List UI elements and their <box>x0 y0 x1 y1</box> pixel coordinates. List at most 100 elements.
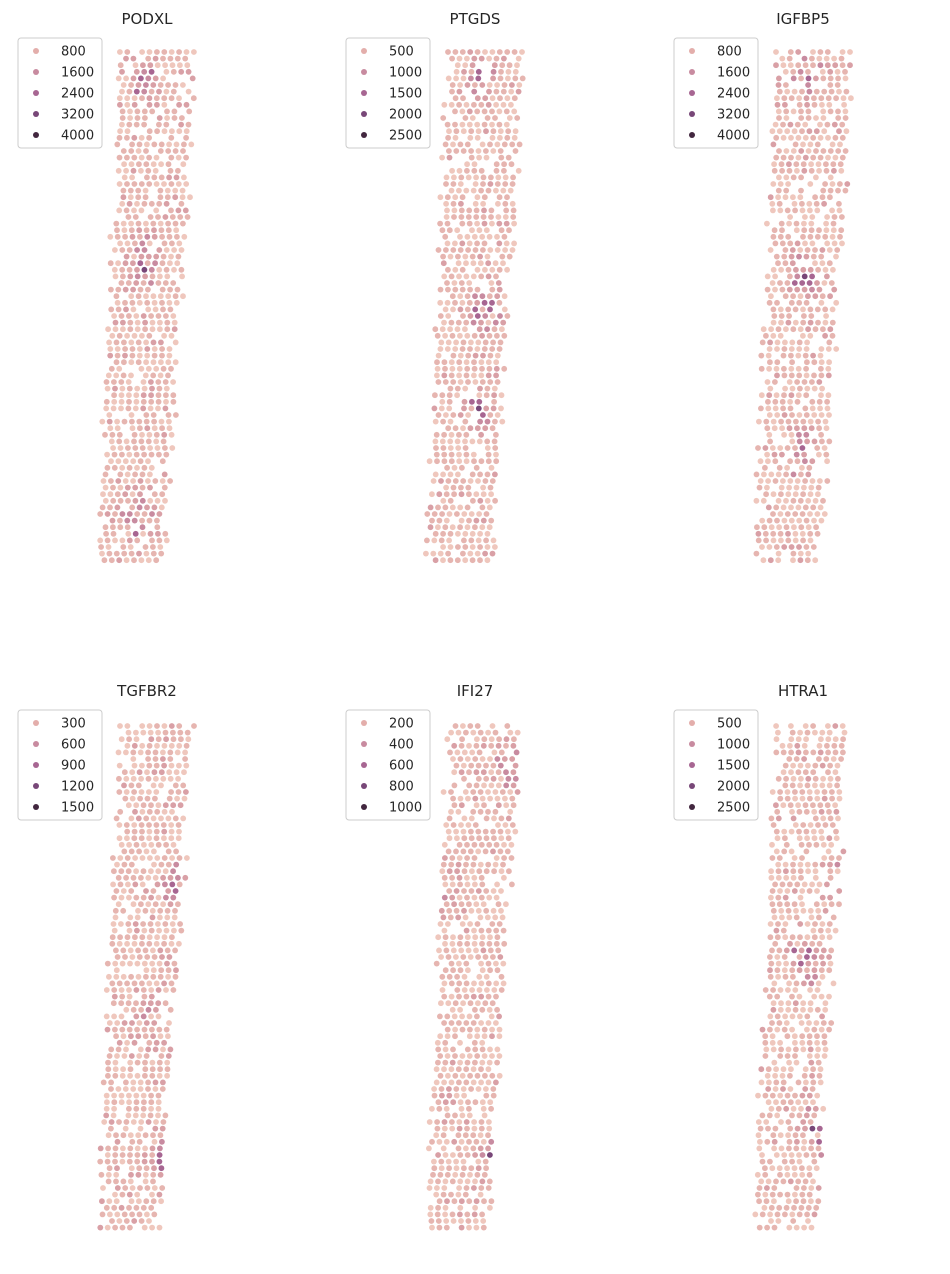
spot <box>472 352 479 359</box>
spot <box>157 194 164 201</box>
spot <box>101 557 108 564</box>
spot <box>504 848 511 855</box>
spot <box>459 1013 465 1020</box>
spot <box>802 769 809 776</box>
spot <box>507 729 514 736</box>
spot <box>796 544 802 550</box>
spot <box>458 742 465 749</box>
spot <box>111 1092 117 1099</box>
spot <box>465 1218 472 1224</box>
spot <box>770 1006 777 1013</box>
spot <box>500 88 507 95</box>
spot <box>127 1132 134 1139</box>
spot <box>810 49 816 55</box>
spot <box>790 471 797 478</box>
spot <box>435 1178 441 1185</box>
spot <box>777 306 784 313</box>
spot <box>144 299 151 306</box>
legend-swatch <box>689 804 695 810</box>
spot <box>788 504 794 511</box>
spot <box>815 1059 822 1066</box>
spot <box>495 947 502 954</box>
spot <box>780 1066 787 1073</box>
spot <box>148 88 155 95</box>
legend-label: 3200 <box>717 108 750 123</box>
spot <box>184 214 191 220</box>
spot <box>142 544 149 550</box>
spot <box>161 828 168 835</box>
spot <box>442 524 449 531</box>
legend-label: 4000 <box>717 129 750 144</box>
spot <box>456 1079 462 1086</box>
spot <box>800 1145 807 1152</box>
spot <box>147 921 154 927</box>
spot <box>472 524 478 531</box>
spot <box>808 161 814 168</box>
spot <box>826 359 832 366</box>
spot <box>809 405 816 412</box>
spot <box>759 1026 766 1033</box>
spot <box>464 1152 471 1158</box>
spot <box>448 101 455 108</box>
spot <box>495 901 502 908</box>
spot <box>764 1224 770 1231</box>
spot <box>798 1105 804 1112</box>
spot <box>509 756 516 762</box>
spot <box>762 1165 768 1172</box>
spot <box>468 148 474 154</box>
spot <box>496 1053 503 1059</box>
spot <box>467 848 474 855</box>
spot <box>808 980 815 987</box>
spot <box>494 233 500 240</box>
spot <box>118 987 125 993</box>
legend-label: 1200 <box>61 780 94 795</box>
spot <box>769 1092 776 1099</box>
spot <box>467 346 473 352</box>
spot <box>475 128 482 135</box>
spot <box>134 1145 141 1152</box>
spot <box>824 214 830 220</box>
legend-label: 1000 <box>717 738 750 753</box>
spot <box>118 405 124 412</box>
spot <box>146 980 153 987</box>
spot <box>155 894 162 901</box>
spot <box>773 1099 779 1106</box>
spot <box>110 484 116 491</box>
spot <box>764 220 770 227</box>
spot <box>484 544 491 550</box>
spot <box>763 491 769 498</box>
spot <box>105 1066 112 1073</box>
spot <box>793 1198 799 1205</box>
spot <box>474 1013 480 1020</box>
spot <box>777 1171 783 1178</box>
spot <box>472 1204 478 1211</box>
spot <box>820 1105 827 1112</box>
spot <box>143 82 149 88</box>
spot <box>483 405 490 412</box>
spot <box>819 247 826 253</box>
spot <box>445 286 451 293</box>
spot <box>458 484 464 491</box>
spot <box>151 352 158 359</box>
spot <box>813 841 820 848</box>
spot <box>439 398 446 405</box>
legend-swatch <box>33 741 39 747</box>
spot <box>160 901 167 908</box>
spot <box>103 987 110 993</box>
legend-swatch <box>361 132 367 138</box>
spot <box>125 881 131 888</box>
spot <box>819 921 826 927</box>
spot <box>485 319 492 326</box>
spot <box>819 260 826 267</box>
spot <box>489 550 496 557</box>
spot <box>459 1171 466 1178</box>
spot <box>487 306 493 313</box>
spot <box>493 960 499 967</box>
spot <box>790 868 797 875</box>
spot <box>159 1138 165 1145</box>
spot <box>472 1218 479 1224</box>
spot <box>480 901 487 908</box>
spot <box>135 1171 142 1178</box>
spot <box>485 1185 492 1191</box>
spot <box>816 55 823 62</box>
